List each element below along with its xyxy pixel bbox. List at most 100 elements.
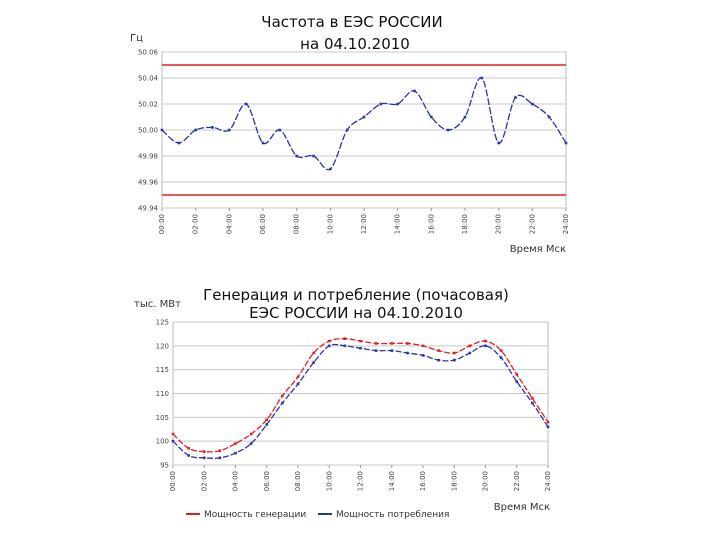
- data-point: [430, 115, 433, 119]
- data-point: [249, 442, 253, 445]
- y-tick-label: 49.96: [138, 179, 159, 187]
- data-point: [480, 76, 484, 80]
- data-point: [187, 454, 190, 457]
- data-point: [468, 351, 472, 355]
- legend-generation: Мощность генерации: [204, 510, 306, 520]
- data-point: [379, 102, 383, 106]
- x-tick-label: 16:00: [427, 214, 435, 234]
- x-tick-label: 06:00: [259, 214, 267, 234]
- data-point: [406, 351, 409, 355]
- legend: Мощность генерации Мощность потребления: [186, 510, 449, 520]
- data-point: [327, 344, 331, 348]
- data-point: [390, 349, 394, 352]
- data-point: [406, 342, 409, 345]
- x-tick-label: 24:00: [562, 214, 570, 234]
- y-tick-label: 49.98: [138, 153, 158, 161]
- x-tick-label: 00:00: [169, 471, 177, 491]
- chart-title-line2: на 04.10.2010: [300, 35, 410, 53]
- y-tick-label: 115: [156, 366, 169, 374]
- data-point: [296, 382, 300, 386]
- x-tick-label: 22:00: [513, 471, 521, 491]
- data-point: [437, 349, 440, 352]
- data-point: [452, 351, 456, 355]
- data-point: [312, 361, 315, 364]
- data-point: [160, 128, 164, 132]
- data-point: [452, 358, 456, 362]
- data-point: [515, 373, 519, 376]
- data-point: [228, 128, 231, 132]
- data-point: [547, 115, 551, 119]
- data-point: [327, 339, 331, 343]
- data-point: [413, 89, 416, 93]
- data-point: [374, 349, 378, 352]
- y-tick-label: 50.02: [138, 101, 158, 109]
- x-tick-label: 08:00: [294, 471, 302, 491]
- x-tick-label: 14:00: [394, 214, 402, 234]
- data-point: [329, 167, 332, 171]
- data-point: [531, 401, 534, 405]
- x-tick-label: 06:00: [263, 471, 271, 491]
- y-tick-label: 110: [156, 390, 169, 398]
- y-tick-label: 95: [160, 462, 169, 470]
- data-point: [546, 420, 550, 424]
- data-point: [234, 451, 237, 455]
- data-point: [218, 449, 222, 452]
- data-point: [194, 128, 197, 132]
- data-point: [343, 337, 347, 340]
- chart-title-line1: Генерация и потребление (почасовая): [203, 286, 509, 304]
- x-tick-label: 16:00: [419, 471, 427, 491]
- data-point: [265, 418, 269, 422]
- data-point: [374, 342, 378, 345]
- data-point: [177, 141, 181, 145]
- data-point: [312, 154, 315, 158]
- x-tick-label: 20:00: [482, 471, 490, 491]
- y-tick-label: 125: [156, 319, 169, 327]
- x-tick-label: 22:00: [528, 214, 536, 234]
- data-point: [281, 394, 284, 398]
- y-tick-label: 50.04: [138, 75, 159, 83]
- data-point: [390, 342, 394, 345]
- data-point: [249, 432, 253, 436]
- data-point: [446, 128, 450, 132]
- data-point: [202, 450, 206, 453]
- generation-consumption-chart: Генерация и потребление (почасовая) ЕЭС …: [0, 276, 720, 540]
- y-tick-label: 105: [156, 414, 169, 422]
- x-tick-label: 04:00: [232, 471, 240, 491]
- x-tick-label: 04:00: [225, 214, 233, 234]
- data-point: [261, 141, 265, 145]
- data-point: [278, 128, 282, 132]
- y-tick-label: 100: [156, 438, 169, 446]
- data-point: [396, 102, 399, 106]
- data-point: [218, 456, 222, 460]
- data-point: [171, 432, 175, 436]
- x-tick-label: 18:00: [450, 471, 458, 491]
- data-point: [244, 102, 248, 106]
- frequency-chart-svg: Частота в ЕЭС РОССИИ на 04.10.2010 Гц Вр…: [130, 13, 570, 255]
- data-point: [468, 344, 472, 348]
- data-point: [362, 115, 366, 119]
- x-tick-label: 20:00: [495, 214, 503, 234]
- data-point: [497, 141, 500, 145]
- chart-title-line1: Частота в ЕЭС РОССИИ: [261, 13, 442, 31]
- x-tick-label: 12:00: [357, 471, 365, 491]
- x-tick-label: 08:00: [293, 214, 301, 234]
- x-axis-label: Время Мск: [494, 502, 550, 513]
- data-point: [343, 344, 347, 348]
- y-tick-label: 120: [156, 342, 169, 350]
- data-point: [484, 344, 487, 348]
- x-tick-label: 18:00: [461, 214, 469, 234]
- data-point: [187, 447, 190, 450]
- series-line-0: [172, 338, 549, 453]
- data-point: [463, 115, 467, 119]
- data-point: [265, 423, 269, 426]
- data-point: [564, 141, 568, 145]
- data-point: [345, 128, 349, 132]
- data-point: [546, 425, 550, 429]
- y-axis-unit: тыс. МВт: [134, 299, 181, 310]
- data-point: [295, 154, 298, 158]
- data-point: [211, 126, 214, 129]
- x-axis-label: Время Мск: [510, 244, 566, 255]
- data-point: [484, 339, 487, 343]
- data-point: [281, 401, 284, 405]
- chart-title-line2: ЕЭС РОССИИ на 04.10.2010: [249, 304, 463, 322]
